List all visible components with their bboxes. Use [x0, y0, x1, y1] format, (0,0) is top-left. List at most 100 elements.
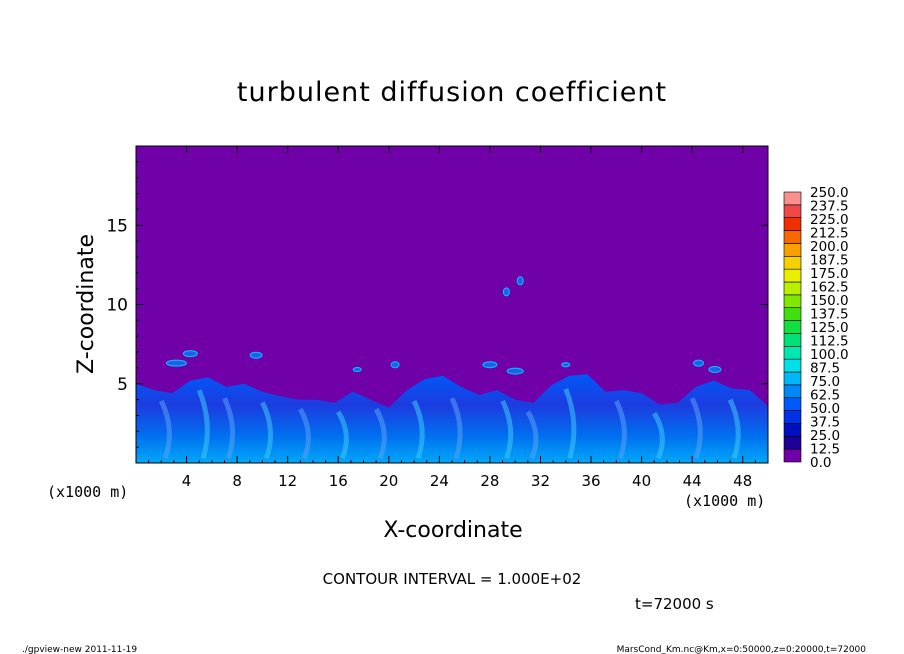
- turbulent-streak: [652, 411, 665, 460]
- colorbar-label: 12.5: [810, 442, 840, 458]
- x-tick-label: 12: [278, 472, 297, 490]
- y-axis-ticks: 5 10 15: [106, 161, 768, 448]
- x-tick-label: 4: [182, 472, 192, 490]
- colorbar-swatch: [783, 397, 802, 411]
- colorbar-label: 162.5: [810, 280, 849, 296]
- colorbar-label: 212.5: [810, 226, 849, 242]
- colorbar-label: 25.0: [810, 428, 840, 444]
- turbulent-streaks: [159, 387, 741, 460]
- turbulence-patch: [692, 359, 704, 367]
- colorbar-label: 87.5: [810, 361, 840, 377]
- turbulent-streak: [373, 407, 387, 460]
- colorbar-label: 37.5: [810, 415, 840, 431]
- turbulent-streak: [196, 389, 210, 459]
- time-label: t=72000 s: [635, 595, 714, 613]
- x-tick-label: 16: [329, 472, 348, 490]
- turbulence-patch: [482, 361, 498, 369]
- colorbar-swatch: [783, 230, 802, 244]
- colorbar-swatch: [783, 268, 802, 283]
- turbulent-streak: [727, 398, 741, 460]
- y-tick-label: 15: [106, 216, 128, 236]
- isolated-turbulence-patches: [165, 276, 722, 375]
- x-tick-label: 32: [531, 472, 550, 490]
- x-tick-label: 48: [733, 472, 752, 490]
- chart-title: turbulent diffusion coefficient: [237, 77, 667, 108]
- colorbar-label: 187.5: [810, 253, 849, 269]
- colorbar-swatch: [783, 384, 802, 399]
- turbulence-patch: [516, 276, 524, 286]
- turbulent-streak: [500, 399, 514, 460]
- colorbar-label: 125.0: [810, 320, 849, 336]
- footer-left: ./gpview-new 2011-11-19: [22, 645, 137, 654]
- plot-field: [136, 146, 768, 463]
- contour-interval-label: CONTOUR INTERVAL = 1.000E+02: [323, 570, 582, 588]
- colorbar-label: 225.0: [810, 212, 849, 228]
- x-axis-unit-left: (x1000 m): [47, 483, 128, 501]
- turbulence-patch: [182, 350, 198, 358]
- turbulent-streak: [525, 410, 539, 460]
- y-tick-label: 10: [106, 296, 128, 316]
- colorbar-label: 175.0: [810, 266, 849, 282]
- colorbar-swatch: [783, 448, 802, 463]
- y-tick-label: 5: [117, 375, 128, 395]
- turbulence-patch: [561, 362, 571, 368]
- x-tick-label: 36: [581, 472, 600, 490]
- colorbar-label: 150.0: [810, 293, 849, 309]
- colorbar-swatch: [783, 294, 802, 309]
- turbulent-layer: [136, 374, 768, 463]
- turbulence-patch: [506, 367, 524, 375]
- x-tick-label: 8: [232, 472, 242, 490]
- turbulence-patch: [708, 365, 722, 373]
- turbulent-streak: [222, 397, 236, 460]
- turbulent-streak: [336, 410, 349, 460]
- colorbar-label: 200.0: [810, 239, 849, 255]
- colorbar-label: 75.0: [810, 374, 840, 390]
- colorbar-label: 112.5: [810, 334, 849, 350]
- turbulent-streak: [411, 399, 425, 460]
- turbulent-streak: [563, 387, 577, 459]
- colorbar-label: 100.0: [810, 347, 849, 363]
- colorbar-swatch: [783, 435, 802, 450]
- x-tick-label: 28: [480, 472, 499, 490]
- colorbar-label: 50.0: [810, 401, 840, 417]
- x-axis-ticks: 4 8 12 16 20 24 28 32 36 40 44 48: [148, 146, 756, 490]
- colorbar-swatch: [783, 217, 802, 231]
- colorbar-label: 62.5: [810, 388, 840, 404]
- colorbar-swatch: [783, 345, 802, 360]
- colorbar-label: 137.5: [810, 307, 849, 323]
- colorbar-swatch: [783, 191, 802, 206]
- x-axis-unit-right: (x1000 m): [684, 492, 765, 510]
- turbulence-patch: [249, 351, 263, 359]
- turbulent-streak: [689, 397, 703, 460]
- colorbar-swatch: [783, 410, 802, 424]
- turbulence-patch: [165, 359, 187, 367]
- turbulent-streak: [159, 399, 172, 460]
- colorbar-label: 0.0: [810, 455, 831, 471]
- turbulent-streak: [260, 401, 274, 460]
- colorbar-swatch: [783, 307, 802, 321]
- colorbar-swatch: [783, 423, 802, 437]
- turbulent-streak: [298, 407, 311, 460]
- colorbar-swatch: [783, 255, 802, 270]
- turbulent-streak: [614, 399, 627, 460]
- colorbar-label: 237.5: [810, 199, 849, 215]
- colorbar-swatch: [783, 281, 802, 296]
- colorbar-swatch: [783, 320, 802, 334]
- colorbar-swatch: [783, 371, 802, 386]
- x-axis-label: X-coordinate: [383, 518, 522, 543]
- footer-right: MarsCond_Km.nc@Km,x=0:50000,z=0:20000,t=…: [617, 645, 867, 654]
- colorbar-swatch: [783, 333, 802, 347]
- x-tick-label: 44: [683, 472, 702, 490]
- turbulence-patch: [352, 366, 362, 372]
- colorbar-swatch: [783, 243, 802, 257]
- turbulent-streak: [449, 397, 463, 460]
- y-axis-label: Z-coordinate: [74, 234, 99, 374]
- colorbar: 0.012.525.037.550.062.575.087.5100.0112.…: [783, 185, 849, 471]
- turbulence-patch: [390, 361, 400, 369]
- colorbar-swatch: [783, 358, 802, 373]
- x-tick-label: 40: [632, 472, 651, 490]
- x-tick-label: 24: [430, 472, 449, 490]
- colorbar-label: 250.0: [810, 185, 849, 201]
- x-tick-label: 20: [379, 472, 398, 490]
